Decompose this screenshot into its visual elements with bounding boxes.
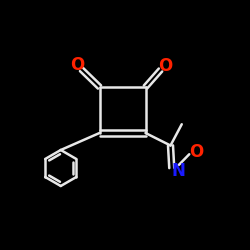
Text: O: O (70, 56, 84, 74)
Text: O: O (189, 143, 204, 161)
Text: N: N (172, 162, 186, 180)
Text: O: O (158, 56, 172, 74)
